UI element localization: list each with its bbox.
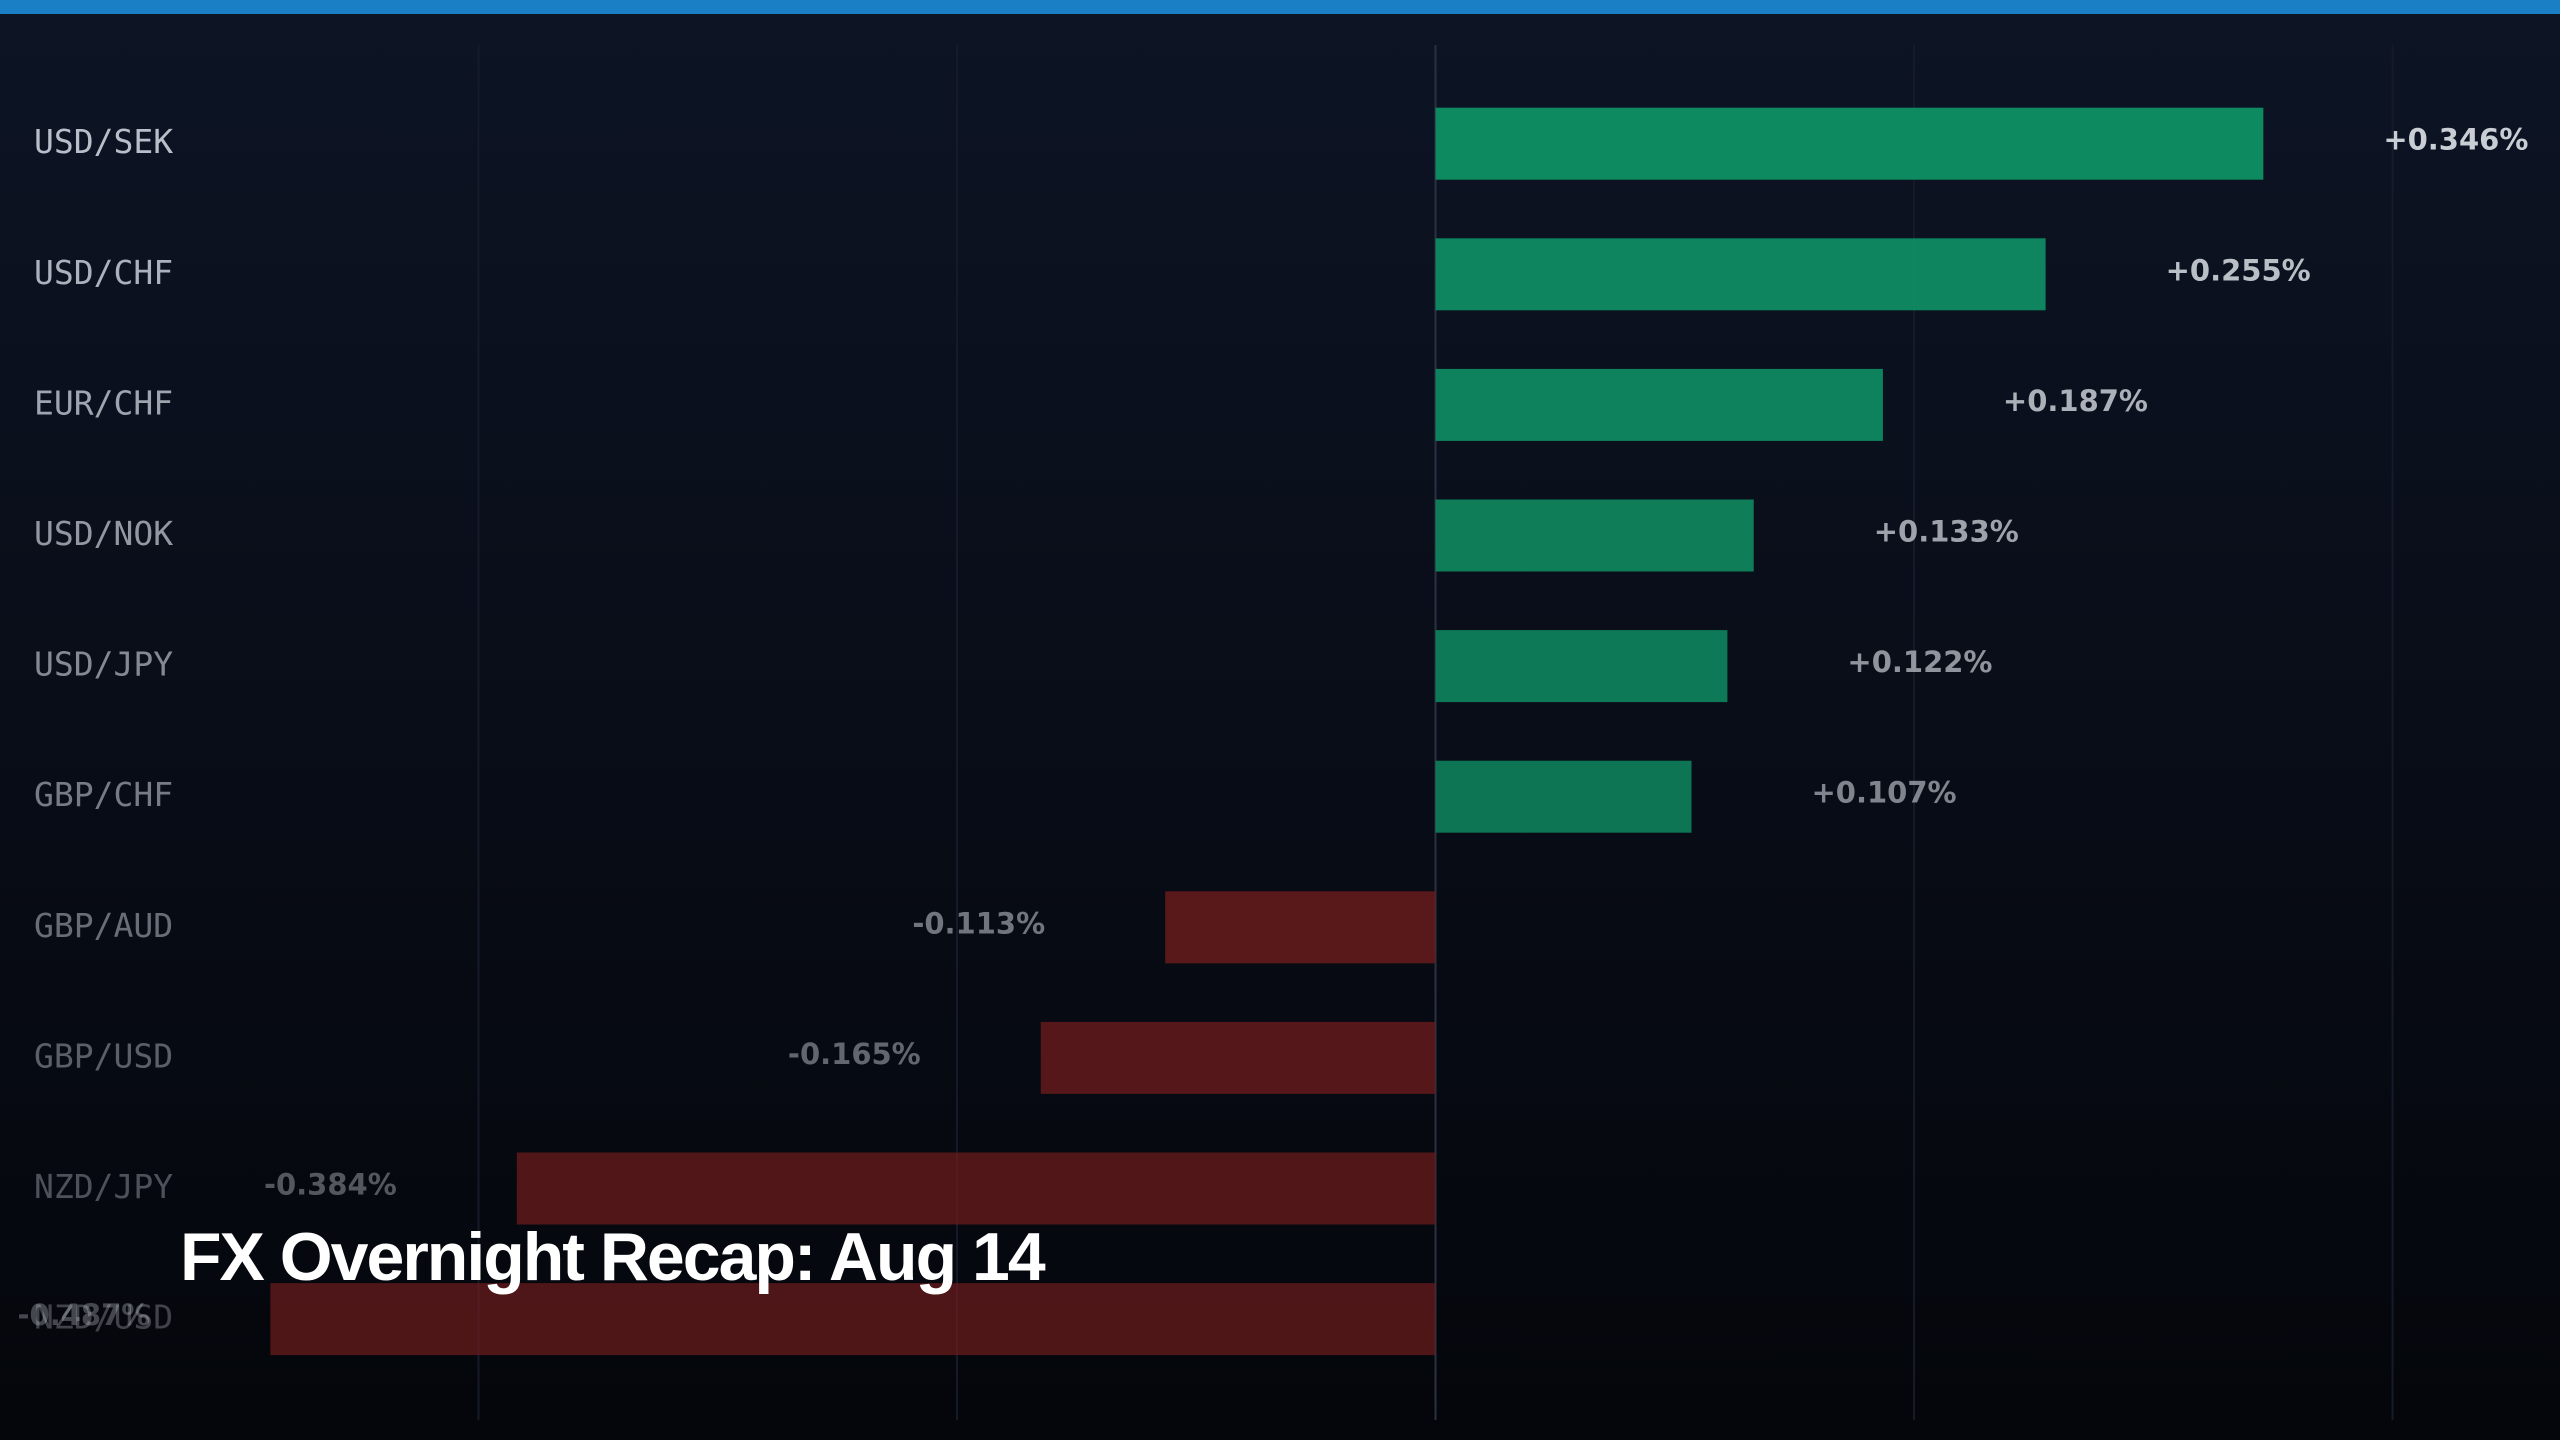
value-label: -0.384% [264, 1168, 397, 1202]
value-label: +0.122% [1847, 645, 1992, 679]
value-label: +0.255% [2166, 253, 2311, 287]
bar [1435, 760, 1692, 833]
category-label: NZD/JPY [34, 1167, 173, 1206]
value-label: -0.165% [788, 1037, 921, 1071]
category-label: USD/SEK [34, 122, 173, 161]
category-label: NZD/USD [34, 1298, 173, 1337]
value-label: +0.187% [2003, 384, 2148, 418]
value-label: +0.346% [2383, 123, 2528, 157]
value-label: -0.487% [18, 1298, 151, 1332]
category-label: GBP/CHF [34, 775, 173, 814]
bar [1435, 107, 2264, 180]
value-label: +0.133% [1874, 515, 2019, 549]
category-label: USD/JPY [34, 645, 173, 684]
bar [1435, 238, 2046, 311]
bar [1165, 891, 1436, 964]
top-accent-bar [0, 0, 2560, 14]
category-label: USD/CHF [34, 253, 173, 292]
bar [1435, 368, 1883, 441]
category-label: GBP/USD [34, 1036, 173, 1075]
bar [1435, 499, 1754, 572]
category-label: GBP/AUD [34, 906, 173, 945]
plot: USD/SEK +0.346% USD/CHF +0.255% EUR/CHF +0.18… [18, 45, 2528, 1420]
bar [270, 1283, 1436, 1356]
category-label: USD/NOK [34, 514, 173, 553]
category-label: EUR/CHF [34, 383, 173, 422]
chart-title: FX Overnight Recap: Aug 14 [180, 1219, 1046, 1295]
bar [1040, 1021, 1436, 1094]
value-label: -0.113% [912, 906, 1045, 940]
value-label: +0.107% [1812, 776, 1957, 810]
bar [1435, 630, 1728, 703]
bar [516, 1152, 1436, 1225]
